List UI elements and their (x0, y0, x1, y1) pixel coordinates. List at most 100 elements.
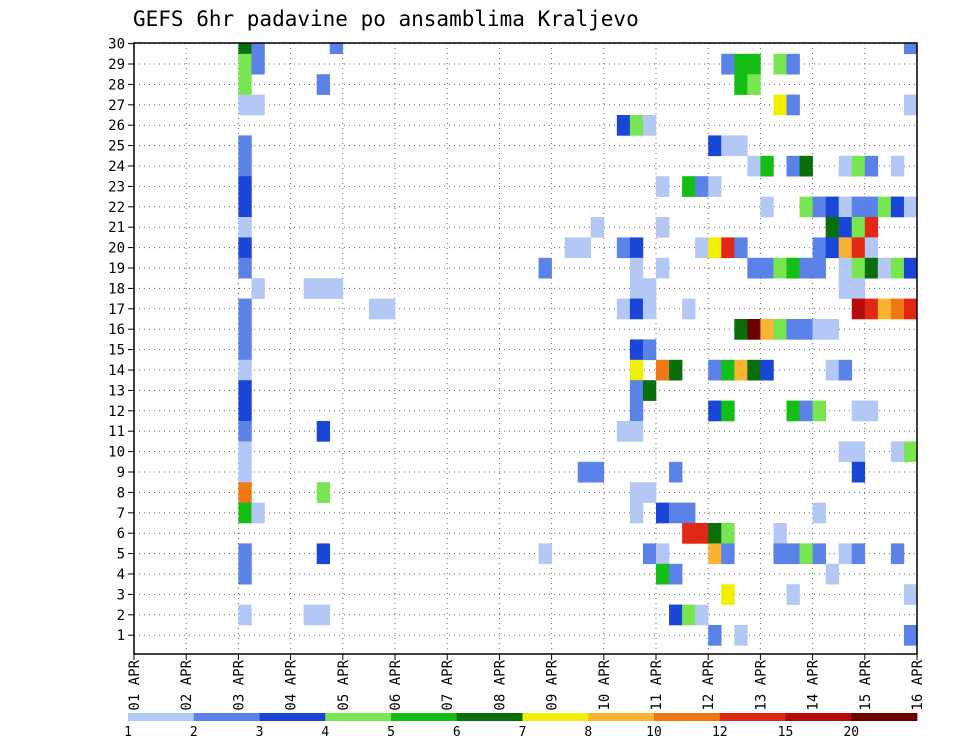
heatmap-cell (238, 441, 252, 463)
heatmap-cell (616, 237, 631, 259)
y-tick-label: 14 (108, 363, 125, 379)
y-tick-label: 18 (108, 281, 125, 297)
heatmap-cell (616, 421, 631, 442)
heatmap-cell (903, 441, 918, 463)
y-tick-label: 11 (108, 424, 125, 440)
heatmap-cell (786, 257, 800, 279)
heatmap-cell (825, 563, 839, 585)
heatmap-cell (734, 53, 748, 75)
y-tick-label: 26 (108, 118, 125, 134)
heatmap-cell (799, 257, 813, 279)
heatmap-cell (564, 237, 578, 259)
y-tick-label: 21 (108, 220, 125, 236)
heatmap-cell (695, 523, 709, 544)
legend-label: 12 (712, 725, 728, 740)
heatmap-cell (238, 359, 252, 381)
heatmap-cell (838, 237, 853, 259)
heatmap-cell (747, 74, 761, 95)
heatmap-cell (890, 441, 905, 463)
heatmap-cell (812, 319, 826, 340)
heatmap-cell (864, 196, 879, 218)
heatmap-cell (708, 523, 722, 544)
heatmap-cell (682, 176, 696, 197)
heatmap-cell (734, 74, 748, 95)
x-tick-label: 08 APR (492, 659, 508, 710)
heatmap-cell (656, 257, 670, 279)
heatmap-cell (238, 53, 252, 75)
heatmap-cell (629, 278, 644, 299)
heatmap-cell (329, 278, 344, 299)
x-tick-label: 12 APR (701, 659, 717, 710)
y-tick-label: 19 (108, 261, 125, 277)
y-tick-label: 30 (108, 37, 125, 53)
heatmap-cells (238, 43, 918, 646)
heatmap-cell (825, 359, 839, 381)
heatmap-cell (642, 482, 657, 503)
heatmap-cell (251, 94, 265, 116)
heatmap-cell (251, 502, 265, 524)
heatmap-cell (642, 339, 657, 361)
heatmap-cell (812, 257, 826, 279)
heatmap-cell (812, 237, 826, 259)
y-tick-label: 20 (108, 241, 125, 257)
heatmap-cell (381, 298, 396, 320)
heatmap-cell (877, 196, 892, 218)
heatmap-cell (316, 278, 331, 299)
y-tick-label: 25 (108, 139, 125, 155)
heatmap-cell (629, 380, 644, 401)
x-tick-label: 05 APR (336, 659, 352, 710)
heatmap-cell (851, 237, 866, 259)
heatmap-cell (799, 319, 813, 340)
heatmap-cell (773, 94, 787, 116)
y-tick-label: 9 (117, 465, 125, 481)
y-tick-label: 1 (117, 628, 125, 644)
heatmap-cell (825, 237, 839, 259)
heatmap-cell (238, 563, 252, 585)
heatmap-cell (656, 217, 670, 238)
heatmap-cell (708, 625, 722, 646)
legend-swatch (522, 713, 589, 721)
heatmap-cell (656, 543, 670, 565)
x-tick-label: 01 APR (127, 659, 143, 710)
heatmap-cell (747, 359, 761, 381)
x-tick-label: 13 APR (753, 659, 769, 710)
heatmap-cell (656, 563, 670, 585)
heatmap-cell (786, 319, 800, 340)
heatmap-cell (708, 543, 722, 565)
legend-label: 6 (453, 725, 461, 740)
heatmap-cell (734, 319, 748, 340)
heatmap-cell (786, 53, 800, 75)
x-tick-label: 04 APR (284, 659, 300, 710)
heatmap-cell (616, 298, 631, 320)
heatmap-cell (238, 421, 252, 442)
heatmap-cell (838, 257, 853, 279)
heatmap-cell (642, 543, 657, 565)
heatmap-cell (695, 176, 709, 197)
y-axis: 1234567891011121314151617181920212223242… (108, 37, 134, 644)
heatmap-cell (316, 604, 331, 626)
heatmap-cell (629, 359, 644, 381)
heatmap-cell (838, 441, 853, 463)
heatmap-cell (238, 74, 252, 95)
heatmap-cell (812, 400, 826, 422)
heatmap-cell (238, 319, 252, 340)
chart-title: GEFS 6hr padavine po ansamblima Kraljevo (133, 7, 639, 31)
heatmap-cell (629, 482, 644, 503)
y-tick-label: 10 (108, 445, 125, 461)
heatmap-cell (316, 543, 331, 565)
heatmap-cell (682, 604, 696, 626)
legend-label: 8 (584, 725, 592, 740)
heatmap-cell (903, 257, 918, 279)
legend-swatch (259, 713, 326, 721)
heatmap-cell (786, 584, 800, 605)
heatmap-cell (642, 115, 657, 136)
legend-swatch (654, 713, 721, 721)
heatmap-cell (238, 217, 252, 238)
y-tick-label: 17 (108, 302, 125, 318)
y-tick-label: 22 (108, 200, 125, 216)
heatmap-cell (238, 482, 252, 503)
legend-swatch (325, 713, 392, 721)
heatmap-cell (825, 217, 839, 238)
heatmap-cell (799, 400, 813, 422)
